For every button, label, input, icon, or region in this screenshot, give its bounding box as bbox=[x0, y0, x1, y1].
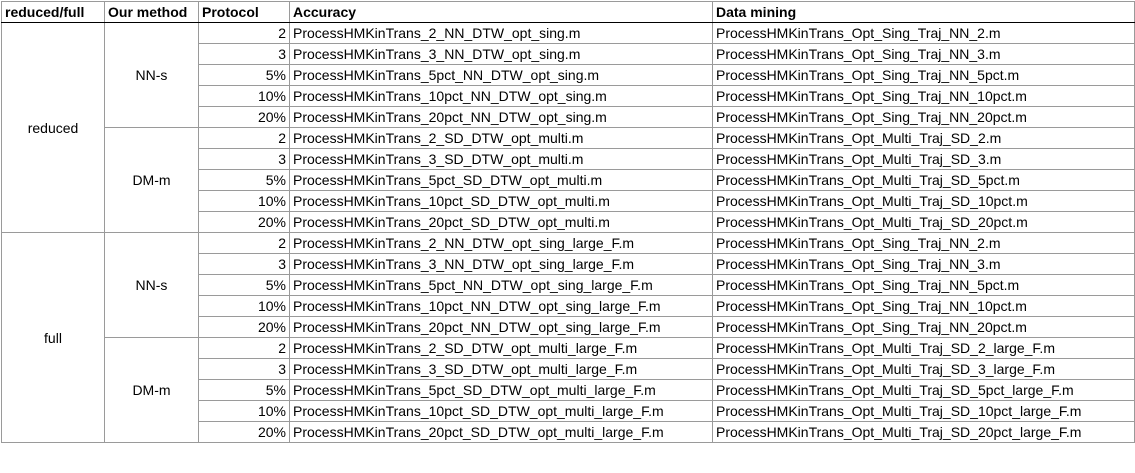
table-row: DM-m 2 ProcessHMKinTrans_2_SD_DTW_opt_mult… bbox=[2, 337, 1135, 443]
table-row: 20% ProcessHMKinTrans_20pct_SD_DTW_opt_mu… bbox=[2, 421, 1135, 443]
table-row: 10% ProcessHMKinTrans_10pct_NN_DTW_opt_si… bbox=[2, 85, 1135, 107]
table-row: 20% ProcessHMKinTrans_20pct_NN_DTW_opt_si… bbox=[2, 316, 1135, 338]
data-mining-file-cell: ProcessHMKinTrans_Opt_Multi_Traj_SD_3.m bbox=[712, 148, 1135, 170]
method-label: DM-m bbox=[104, 127, 199, 233]
accuracy-file-cell: ProcessHMKinTrans_20pct_NN_DTW_opt_sing_… bbox=[289, 316, 713, 338]
method-label: NN-s bbox=[104, 232, 199, 338]
table-row: 20% ProcessHMKinTrans_20pct_SD_DTW_opt_mu… bbox=[2, 211, 1135, 233]
protocol-cell: 5% bbox=[198, 64, 290, 86]
data-mining-file-cell: ProcessHMKinTrans_Opt_Multi_Traj_SD_2.m bbox=[712, 127, 1135, 149]
data-mining-file-cell: ProcessHMKinTrans_Opt_Sing_Traj_NN_3.m bbox=[712, 253, 1135, 275]
protocol-cell: 10% bbox=[198, 400, 290, 422]
accuracy-file-cell: ProcessHMKinTrans_20pct_SD_DTW_opt_multi… bbox=[289, 421, 713, 443]
table-row: full NN-s 2 ProcessHMKinTrans_2_NN_DTW_opt_… bbox=[1, 232, 1135, 443]
accuracy-file-cell: ProcessHMKinTrans_3_NN_DTW_opt_sing_larg… bbox=[289, 253, 713, 275]
accuracy-file-cell: ProcessHMKinTrans_5pct_NN_DTW_opt_sing.m bbox=[289, 64, 713, 86]
data-mining-file-cell: ProcessHMKinTrans_Opt_Sing_Traj_NN_5pct.… bbox=[712, 64, 1135, 86]
protocol-cell: 2 bbox=[198, 127, 290, 149]
data-mining-file-cell: ProcessHMKinTrans_Opt_Sing_Traj_NN_3.m bbox=[712, 43, 1135, 65]
data-mining-file-cell: ProcessHMKinTrans_Opt_Multi_Traj_SD_10pc… bbox=[712, 190, 1135, 212]
protocol-cell: 5% bbox=[198, 169, 290, 191]
accuracy-file-cell: ProcessHMKinTrans_2_SD_DTW_opt_multi.m bbox=[289, 127, 713, 149]
protocol-cell: 3 bbox=[198, 43, 290, 65]
table-row: 10% ProcessHMKinTrans_10pct_SD_DTW_opt_mu… bbox=[2, 400, 1135, 422]
table-row: 5% ProcessHMKinTrans_5pct_SD_DTW_opt_mult… bbox=[2, 169, 1135, 191]
protocol-cell: 10% bbox=[198, 85, 290, 107]
protocol-cell: 5% bbox=[198, 274, 290, 296]
data-mining-file-cell: ProcessHMKinTrans_Opt_Multi_Traj_SD_3_la… bbox=[712, 358, 1135, 380]
accuracy-file-cell: ProcessHMKinTrans_5pct_SD_DTW_opt_multi_… bbox=[289, 379, 713, 401]
data-mining-file-cell: ProcessHMKinTrans_Opt_Multi_Traj_SD_5pct… bbox=[712, 379, 1135, 401]
accuracy-file-cell: ProcessHMKinTrans_3_NN_DTW_opt_sing.m bbox=[289, 43, 713, 65]
accuracy-file-cell: ProcessHMKinTrans_2_NN_DTW_opt_sing_larg… bbox=[289, 232, 713, 254]
dataset-group-label: reduced bbox=[1, 22, 105, 233]
protocol-cell: 2 bbox=[198, 337, 290, 359]
data-mining-file-cell: ProcessHMKinTrans_Opt_Sing_Traj_NN_10pct… bbox=[712, 85, 1135, 107]
protocol-cell: 20% bbox=[198, 211, 290, 233]
file-mapping-table: reduced/full Our method Protocol Accurac… bbox=[1, 1, 1135, 443]
accuracy-file-cell: ProcessHMKinTrans_10pct_SD_DTW_opt_multi… bbox=[289, 400, 713, 422]
accuracy-file-cell: ProcessHMKinTrans_2_SD_DTW_opt_multi_lar… bbox=[289, 337, 713, 359]
accuracy-file-cell: ProcessHMKinTrans_5pct_SD_DTW_opt_multi.… bbox=[289, 169, 713, 191]
accuracy-file-cell: ProcessHMKinTrans_10pct_NN_DTW_opt_sing.… bbox=[289, 85, 713, 107]
protocol-cell: 3 bbox=[198, 358, 290, 380]
protocol-cell: 20% bbox=[198, 421, 290, 443]
accuracy-file-cell: ProcessHMKinTrans_2_NN_DTW_opt_sing.m bbox=[289, 22, 713, 44]
method-label: NN-s bbox=[104, 22, 199, 128]
header-row: reduced/full Our method Protocol Accurac… bbox=[1, 1, 1135, 23]
data-mining-file-cell: ProcessHMKinTrans_Opt_Sing_Traj_NN_20pct… bbox=[712, 316, 1135, 338]
accuracy-file-cell: ProcessHMKinTrans_20pct_NN_DTW_opt_sing.… bbox=[289, 106, 713, 128]
table-row: reduced NN-s 2 ProcessHMKinTrans_2_NN_DTW_o… bbox=[1, 22, 1135, 233]
header-protocol: Protocol bbox=[198, 1, 290, 23]
table-row: 3 ProcessHMKinTrans_3_SD_DTW_opt_multi.m P… bbox=[2, 148, 1135, 170]
table-row: 10% ProcessHMKinTrans_10pct_NN_DTW_opt_si… bbox=[2, 295, 1135, 317]
data-mining-file-cell: ProcessHMKinTrans_Opt_Multi_Traj_SD_20pc… bbox=[712, 211, 1135, 233]
table-row: 3 ProcessHMKinTrans_3_NN_DTW_opt_sing.m Pr… bbox=[2, 43, 1135, 65]
protocol-cell: 20% bbox=[198, 316, 290, 338]
table-row: 20% ProcessHMKinTrans_20pct_NN_DTW_opt_si… bbox=[2, 106, 1135, 128]
header-method: Our method bbox=[104, 1, 199, 23]
protocol-cell: 10% bbox=[198, 190, 290, 212]
data-mining-file-cell: ProcessHMKinTrans_Opt_Multi_Traj_SD_20pc… bbox=[712, 421, 1135, 443]
table-row: 10% ProcessHMKinTrans_10pct_SD_DTW_opt_mu… bbox=[2, 190, 1135, 212]
table-body: reduced NN-s 2 ProcessHMKinTrans_2_NN_DTW_o… bbox=[1, 22, 1135, 443]
data-mining-file-cell: ProcessHMKinTrans_Opt_Multi_Traj_SD_10pc… bbox=[712, 400, 1135, 422]
data-mining-file-cell: ProcessHMKinTrans_Opt_Sing_Traj_NN_5pct.… bbox=[712, 274, 1135, 296]
data-mining-file-cell: ProcessHMKinTrans_Opt_Sing_Traj_NN_10pct… bbox=[712, 295, 1135, 317]
header-reduced-full: reduced/full bbox=[1, 1, 105, 23]
accuracy-file-cell: ProcessHMKinTrans_10pct_SD_DTW_opt_multi… bbox=[289, 190, 713, 212]
table-row: 3 ProcessHMKinTrans_3_NN_DTW_opt_sing_lar… bbox=[2, 253, 1135, 275]
header-accuracy: Accuracy bbox=[289, 1, 713, 23]
protocol-cell: 3 bbox=[198, 253, 290, 275]
protocol-cell: 2 bbox=[198, 232, 290, 254]
table-row: DM-m 2 ProcessHMKinTrans_2_SD_DTW_opt_mult… bbox=[2, 127, 1135, 233]
accuracy-file-cell: ProcessHMKinTrans_5pct_NN_DTW_opt_sing_l… bbox=[289, 274, 713, 296]
data-mining-file-cell: ProcessHMKinTrans_Opt_Multi_Traj_SD_2_la… bbox=[712, 337, 1135, 359]
header-data-mining: Data mining bbox=[712, 1, 1135, 23]
protocol-cell: 2 bbox=[198, 22, 290, 44]
dataset-group-label: full bbox=[1, 232, 105, 443]
data-mining-file-cell: ProcessHMKinTrans_Opt_Sing_Traj_NN_20pct… bbox=[712, 106, 1135, 128]
method-label: DM-m bbox=[104, 337, 199, 443]
protocol-cell: 3 bbox=[198, 148, 290, 170]
accuracy-file-cell: ProcessHMKinTrans_3_SD_DTW_opt_multi.m bbox=[289, 148, 713, 170]
protocol-cell: 5% bbox=[198, 379, 290, 401]
protocol-cell: 10% bbox=[198, 295, 290, 317]
data-mining-file-cell: ProcessHMKinTrans_Opt_Multi_Traj_SD_5pct… bbox=[712, 169, 1135, 191]
accuracy-file-cell: ProcessHMKinTrans_3_SD_DTW_opt_multi_lar… bbox=[289, 358, 713, 380]
data-mining-file-cell: ProcessHMKinTrans_Opt_Sing_Traj_NN_2.m bbox=[712, 232, 1135, 254]
accuracy-file-cell: ProcessHMKinTrans_10pct_NN_DTW_opt_sing_… bbox=[289, 295, 713, 317]
accuracy-file-cell: ProcessHMKinTrans_20pct_SD_DTW_opt_multi… bbox=[289, 211, 713, 233]
table-row: 5% ProcessHMKinTrans_5pct_NN_DTW_opt_sing… bbox=[2, 274, 1135, 296]
data-mining-file-cell: ProcessHMKinTrans_Opt_Sing_Traj_NN_2.m bbox=[712, 22, 1135, 44]
protocol-cell: 20% bbox=[198, 106, 290, 128]
